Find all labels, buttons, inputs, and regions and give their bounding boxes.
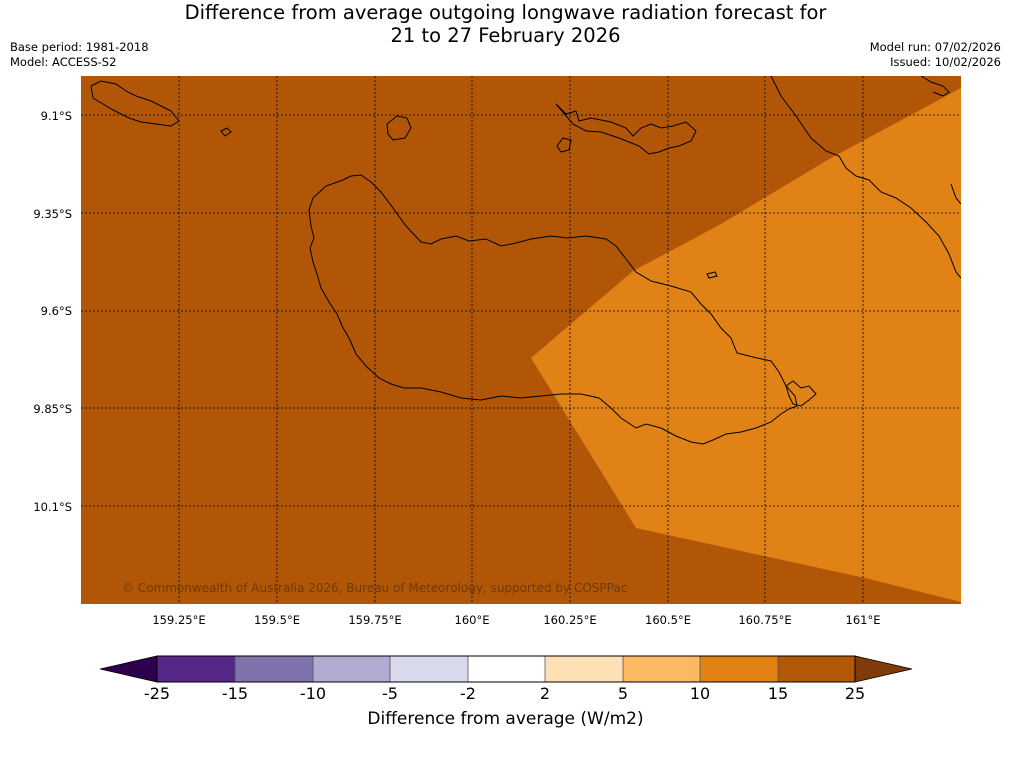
malaita-northern-tip (920, 76, 950, 97)
lon-label-159-5: 159.5°E (254, 613, 300, 627)
colorbar-svg (99, 655, 913, 683)
colorbar-swatch-5 (468, 656, 545, 682)
colorbar-tick: 5 (617, 684, 629, 703)
lat-label-10-1: 10.1°S (33, 500, 72, 514)
colorbar-swatch-6 (545, 656, 623, 682)
lon-label-160-25: 160.25°E (543, 613, 597, 627)
copyright-text: © Commonwealth of Australia 2026, Bureau… (122, 581, 628, 595)
meta-right: Model run: 07/02/2026 Issued: 10/02/2026 (870, 40, 1001, 70)
malaita-coastline (770, 76, 961, 279)
colorbar-tick: -5 (382, 684, 398, 703)
model-run-text: Model run: 07/02/2026 (869, 40, 1001, 54)
colorbar-tick: 10 (689, 684, 711, 703)
colorbar-extend-low (99, 655, 158, 683)
malaita-east-coast (950, 183, 961, 205)
colorbar-swatch-7 (623, 656, 700, 682)
colorbar-swatch-3 (313, 656, 390, 682)
lat-label-9-1: 9.1°S (40, 109, 72, 123)
lon-label-161: 161°E (845, 613, 881, 627)
islet-coastline-2 (220, 127, 232, 137)
colorbar-tick: -10 (299, 684, 327, 703)
nggela-coastline (555, 103, 697, 155)
colorbar-tick: 25 (844, 684, 866, 703)
islet-coastline-3 (706, 271, 718, 279)
colorbar-label: Difference from average (W/m2) (367, 709, 644, 729)
lat-label-9-35: 9.35°S (33, 207, 72, 221)
colorbar-outline (156, 655, 856, 683)
islet-coastline-1 (386, 115, 412, 141)
colorbar-tick: 15 (767, 684, 789, 703)
savo-coastline (556, 137, 572, 153)
lat-label-9-6: 9.6°S (40, 304, 72, 318)
guadalcanal-coastline (308, 174, 798, 445)
colorbar-tick: -2 (460, 684, 476, 703)
colorbar-swatch-4 (390, 656, 468, 682)
marau-coast-islets (785, 380, 817, 407)
title-line-2: 21 to 27 February 2026 (390, 24, 621, 47)
colorbar-swatch-2 (235, 656, 313, 682)
gridlines (81, 76, 961, 604)
meta-left: Base period: 1981-2018 Model: ACCESS-S2 (10, 40, 149, 70)
lat-label-9-85: 9.85°S (33, 402, 72, 416)
colorbar-dividers (234, 656, 779, 682)
anomaly-band-10-15 (531, 88, 961, 602)
lon-label-160-5: 160.5°E (645, 613, 691, 627)
title-line-1: Difference from average outgoing longwav… (184, 1, 827, 24)
colorbar-extend-high (854, 655, 913, 683)
colorbar-swatch-1 (157, 656, 235, 682)
colorbar-tick: 2 (539, 684, 551, 703)
colorbar-swatch-8 (700, 656, 778, 682)
russell-islands-coastline (90, 80, 180, 127)
map-panel (81, 76, 961, 604)
colorbar-tick: -25 (143, 684, 171, 703)
map-svg (81, 76, 961, 604)
base-period-text: Base period: 1981-2018 (10, 40, 149, 54)
coastlines (90, 76, 961, 445)
lon-label-160-75: 160.75°E (738, 613, 792, 627)
lon-label-159-75: 159.75°E (348, 613, 402, 627)
colorbar-swatch-9 (778, 656, 855, 682)
model-text: Model: ACCESS-S2 (10, 55, 117, 69)
lon-label-160: 160°E (454, 613, 490, 627)
chart-title: Difference from average outgoing longwav… (0, 1, 1011, 47)
colorbar-tick: -15 (221, 684, 249, 703)
lon-label-159-25: 159.25°E (152, 613, 206, 627)
issued-text: Issued: 10/02/2026 (890, 55, 1001, 69)
colorbar (99, 654, 913, 684)
